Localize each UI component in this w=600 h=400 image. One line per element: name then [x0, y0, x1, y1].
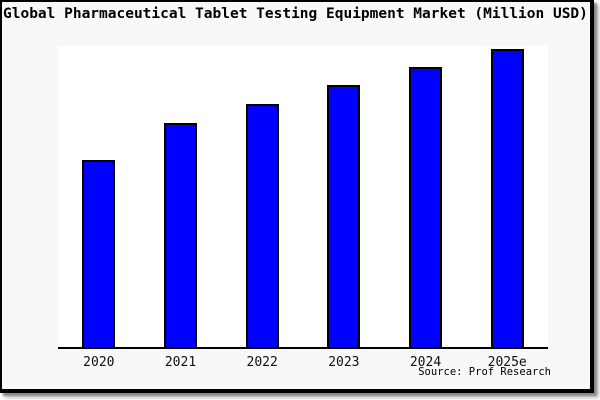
bar-slot-2020: [58, 46, 140, 347]
x-tick-label-2023: 2023: [328, 355, 360, 370]
chart-title: Global Pharmaceutical Tablet Testing Equ…: [3, 6, 588, 22]
chart-window: Global Pharmaceutical Tablet Testing Equ…: [0, 0, 594, 393]
bar-2022: [245, 104, 279, 347]
x-tick-label-2020: 2020: [83, 355, 115, 370]
x-tick-label-2022: 2022: [246, 355, 278, 370]
bar-2024: [409, 67, 443, 347]
bar-2025e: [490, 49, 524, 347]
bar-2020: [82, 160, 116, 347]
x-tick-label-2024: 2024: [409, 355, 442, 370]
bar-slot-2022: [221, 46, 303, 347]
bars: [58, 46, 548, 347]
bar-2021: [164, 123, 197, 347]
plot-area: [58, 46, 548, 349]
x-tick-label-2025e: 2025e: [487, 355, 527, 370]
bar-slot-2021: [140, 46, 222, 347]
bar-2023: [327, 85, 361, 347]
x-axis-labels: 2020 2021 2022 2023 2024 2025e: [58, 353, 548, 370]
bar-slot-2024: [385, 46, 467, 347]
source-note: Source: Prof Research: [418, 366, 551, 378]
bar-slot-2023: [303, 46, 385, 347]
x-tick-label-2021: 2021: [164, 355, 197, 370]
bar-slot-2025e: [466, 46, 548, 347]
